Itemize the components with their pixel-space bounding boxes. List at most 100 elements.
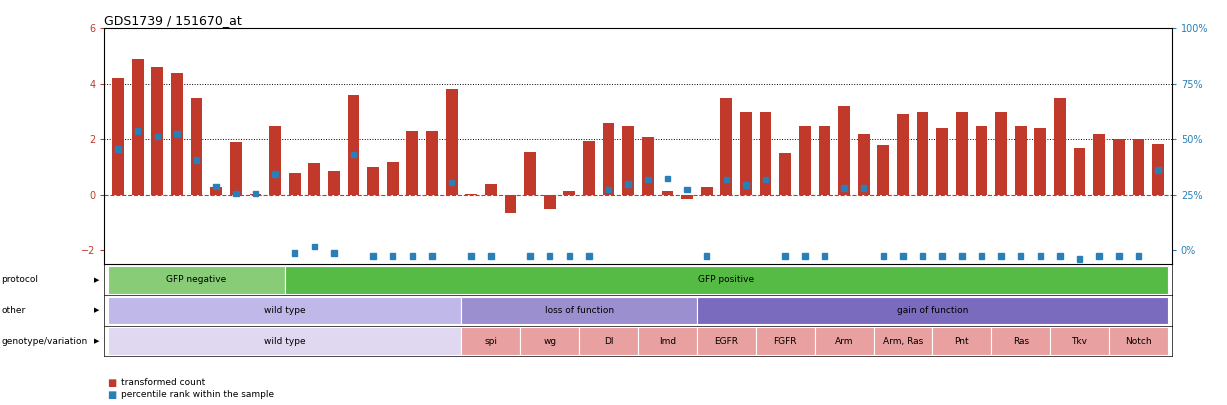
Bar bbox=[328, 171, 340, 195]
Bar bbox=[445, 90, 458, 195]
Bar bbox=[1058, 253, 1063, 259]
Bar bbox=[547, 253, 552, 259]
Text: ■: ■ bbox=[107, 378, 117, 388]
Bar bbox=[371, 253, 375, 259]
Bar bbox=[818, 126, 831, 195]
Bar bbox=[504, 195, 517, 213]
Bar bbox=[351, 152, 356, 158]
Bar bbox=[1074, 148, 1086, 195]
Text: spi: spi bbox=[485, 337, 497, 345]
Bar bbox=[756, 327, 815, 355]
Bar bbox=[108, 327, 461, 355]
Bar bbox=[469, 253, 474, 259]
Bar bbox=[1034, 128, 1047, 195]
Bar bbox=[115, 146, 120, 152]
Text: GFP negative: GFP negative bbox=[167, 275, 227, 284]
Bar bbox=[685, 187, 690, 192]
Bar bbox=[1109, 327, 1168, 355]
Text: ▶: ▶ bbox=[94, 338, 99, 344]
Bar bbox=[897, 115, 909, 195]
Bar bbox=[783, 253, 788, 259]
Text: wild type: wild type bbox=[264, 337, 306, 345]
Text: GDS1739 / 151670_at: GDS1739 / 151670_at bbox=[104, 14, 242, 27]
Bar bbox=[991, 327, 1050, 355]
Bar bbox=[253, 191, 258, 196]
Bar bbox=[877, 145, 890, 195]
Bar bbox=[999, 253, 1004, 259]
Bar bbox=[488, 253, 493, 259]
Bar bbox=[108, 296, 461, 324]
Bar bbox=[901, 253, 906, 259]
Bar bbox=[429, 253, 434, 259]
Bar bbox=[1050, 327, 1109, 355]
Bar bbox=[587, 253, 591, 259]
Bar bbox=[269, 126, 281, 195]
Text: ▶: ▶ bbox=[94, 307, 99, 313]
Bar bbox=[308, 163, 320, 195]
Bar bbox=[233, 191, 238, 196]
Text: Notch: Notch bbox=[1125, 337, 1152, 345]
Text: EGFR: EGFR bbox=[714, 337, 739, 345]
Bar bbox=[724, 177, 729, 182]
Bar bbox=[563, 191, 575, 195]
Bar bbox=[917, 112, 929, 195]
Bar bbox=[461, 327, 520, 355]
Text: Ras: Ras bbox=[1012, 337, 1028, 345]
Text: Dl: Dl bbox=[604, 337, 614, 345]
Bar bbox=[108, 266, 285, 294]
Bar bbox=[171, 73, 183, 195]
Bar bbox=[936, 128, 948, 195]
Text: Tkv: Tkv bbox=[1071, 337, 1087, 345]
Bar bbox=[331, 250, 336, 256]
Bar bbox=[740, 112, 752, 195]
Bar bbox=[681, 195, 693, 199]
Bar bbox=[272, 171, 277, 177]
Bar bbox=[461, 296, 697, 324]
Bar bbox=[858, 134, 870, 195]
Text: gain of function: gain of function bbox=[897, 306, 968, 315]
Bar bbox=[838, 106, 850, 195]
Text: Imd: Imd bbox=[659, 337, 676, 345]
Bar bbox=[1152, 144, 1164, 195]
Text: percentile rank within the sample: percentile rank within the sample bbox=[121, 390, 275, 399]
Bar bbox=[720, 98, 733, 195]
Bar bbox=[190, 98, 202, 195]
Bar bbox=[229, 142, 242, 195]
Bar bbox=[940, 253, 945, 259]
Bar bbox=[1015, 126, 1027, 195]
Bar bbox=[1113, 139, 1125, 195]
Text: Pnt: Pnt bbox=[955, 337, 969, 345]
Bar bbox=[1077, 256, 1082, 262]
Bar bbox=[387, 162, 399, 195]
Bar bbox=[975, 126, 988, 195]
Bar bbox=[861, 185, 866, 191]
Bar bbox=[661, 191, 674, 195]
Bar bbox=[210, 187, 222, 195]
Bar bbox=[1093, 134, 1106, 195]
Bar bbox=[426, 131, 438, 195]
Bar bbox=[406, 131, 418, 195]
Text: wg: wg bbox=[544, 337, 556, 345]
Bar bbox=[367, 167, 379, 195]
Bar bbox=[697, 327, 756, 355]
Bar bbox=[995, 112, 1007, 195]
Bar bbox=[799, 126, 811, 195]
Bar bbox=[881, 253, 886, 259]
Bar bbox=[174, 131, 179, 136]
Bar bbox=[704, 253, 709, 259]
Bar bbox=[285, 266, 1168, 294]
Bar bbox=[763, 177, 768, 182]
Bar bbox=[508, 267, 513, 273]
Text: ▶: ▶ bbox=[94, 277, 99, 283]
Bar bbox=[449, 180, 454, 185]
Bar bbox=[465, 194, 477, 195]
Bar bbox=[602, 123, 615, 195]
Bar bbox=[842, 185, 847, 191]
Text: Arm, Ras: Arm, Ras bbox=[882, 337, 923, 345]
Bar bbox=[524, 152, 536, 195]
Bar bbox=[135, 128, 140, 134]
Bar bbox=[544, 195, 556, 209]
Text: genotype/variation: genotype/variation bbox=[1, 337, 87, 345]
Text: GFP positive: GFP positive bbox=[698, 275, 755, 284]
Bar bbox=[312, 243, 317, 249]
